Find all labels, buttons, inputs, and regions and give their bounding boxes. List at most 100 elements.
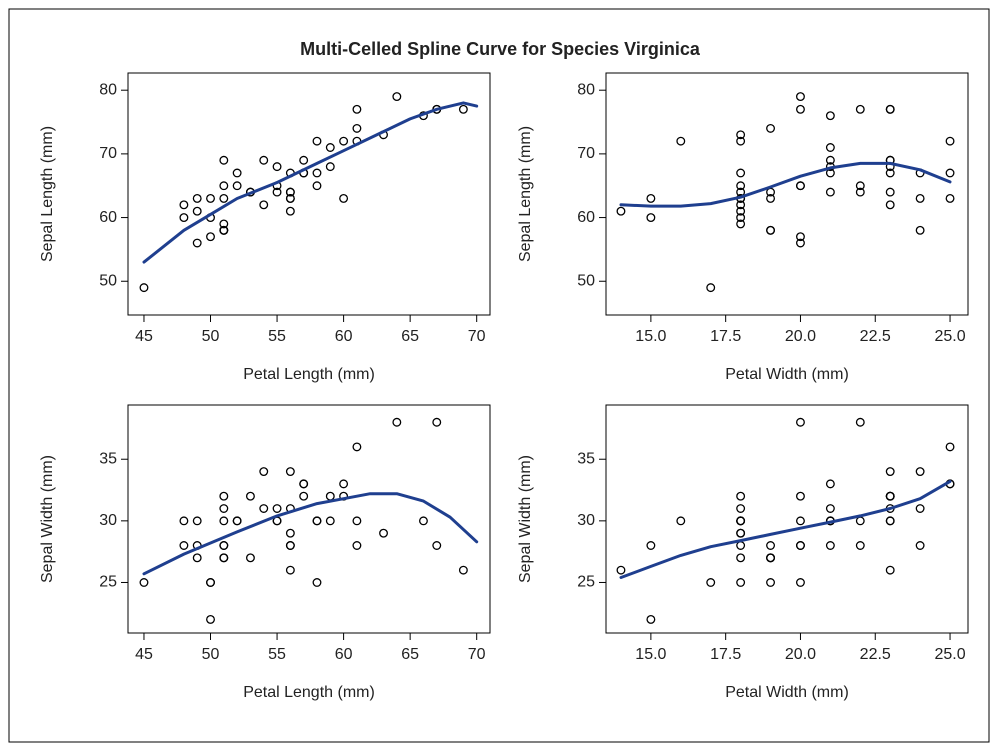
y-tick-label: 80 [99,81,117,98]
data-point [796,238,805,248]
data-point [232,516,242,526]
data-point [299,491,309,501]
data-point [219,553,229,563]
data-point [299,479,309,489]
x-tick-label: 25.0 [934,646,965,663]
data-point [312,136,322,146]
figure-border [8,8,990,743]
data-point [855,417,865,427]
data-point [179,213,189,223]
data-point [646,194,656,203]
data-point [825,111,835,121]
data-point [825,155,835,165]
x-tick-label: 22.5 [860,646,891,663]
data-point [419,516,428,526]
data-point [736,200,746,210]
data-point [392,417,402,427]
data-point [706,283,716,293]
data-point [206,232,215,242]
data-point [855,181,865,191]
data-point [736,553,746,563]
data-point [299,155,309,165]
data-point [825,143,835,152]
y-tick-label: 80 [577,81,595,98]
plot-frame [605,404,969,634]
data-point [945,168,955,178]
data-point [285,187,295,197]
data-point [272,504,282,513]
data-point [885,168,895,178]
data-point [855,104,865,114]
data-point [179,541,189,550]
data-point [192,553,202,563]
x-axis-label: Petal Length (mm) [243,684,375,701]
x-tick-label: 60 [335,328,353,345]
data-point [855,541,865,550]
y-tick-label: 35 [99,450,117,467]
data-point [312,181,322,191]
data-point [796,92,805,102]
data-point [259,504,269,513]
data-point [825,504,835,513]
data-point [192,206,202,216]
data-point [312,516,322,526]
data-point [766,123,775,133]
y-tick-label: 60 [577,209,595,226]
data-point [339,136,349,146]
data-point [352,541,362,550]
data-point [945,136,955,146]
y-axis-label: Sepal Length (mm) [39,126,56,262]
data-point [736,219,746,229]
y-axis-label: Sepal Width (mm) [517,455,534,583]
data-point [825,541,835,550]
x-tick-label: 22.5 [860,328,891,345]
x-tick-label: 17.5 [710,328,741,345]
data-point [736,213,746,223]
data-point [139,283,149,293]
data-point [736,504,746,513]
data-point [206,614,215,624]
data-point [796,181,805,191]
data-point [676,516,686,526]
plot-frame [605,72,969,316]
data-point [915,504,925,513]
data-point [915,467,925,477]
data-point [232,168,242,178]
data-point [272,187,282,197]
y-tick-label: 30 [577,512,595,529]
data-point [325,516,335,526]
x-axis-label: Petal Length (mm) [243,366,375,383]
data-point [232,181,242,191]
data-point [736,136,746,146]
data-point [192,194,202,203]
data-point [736,168,746,178]
data-point [736,528,746,538]
data-point [339,479,349,489]
data-point [312,168,322,178]
x-axis-label: Petal Width (mm) [725,684,849,701]
data-point [676,136,686,146]
data-point [206,194,215,203]
data-point [825,479,835,489]
x-tick-label: 20.0 [785,646,816,663]
x-tick-label: 45 [135,646,153,663]
data-point [192,516,202,526]
data-point [736,516,746,526]
spline-curve [619,479,952,579]
data-point [885,565,895,575]
data-point [285,194,295,203]
data-point [736,181,746,191]
y-tick-label: 25 [99,574,117,591]
data-point [219,181,229,191]
data-point [352,123,362,133]
data-point [432,541,442,550]
data-point [352,442,362,452]
data-point [646,213,656,223]
data-point [219,541,229,550]
spline-curve [142,101,479,264]
data-point [736,206,746,216]
x-tick-label: 45 [135,328,153,345]
data-point [339,194,349,203]
data-point [855,187,865,197]
